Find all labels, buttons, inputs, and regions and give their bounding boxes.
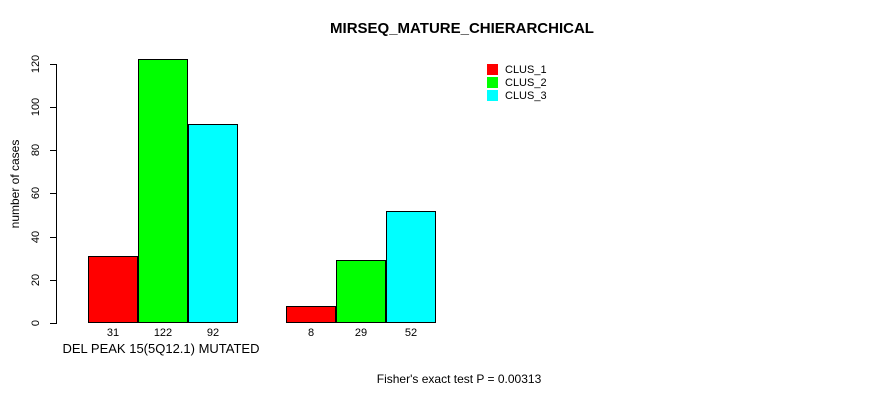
bar-clus_3-group2 bbox=[386, 210, 436, 323]
y-axis-tick bbox=[50, 193, 57, 195]
bar-value-label: 52 bbox=[404, 327, 418, 339]
y-axis-title: number of cases bbox=[8, 139, 22, 229]
y-axis-tick bbox=[50, 63, 57, 65]
bar-clus_1-group1 bbox=[88, 256, 138, 323]
bar-value-label: 31 bbox=[106, 327, 120, 339]
bar-clus_1-group2 bbox=[286, 305, 336, 323]
x-group-label: DEL PEAK 15(5Q12.1) MUTATED bbox=[62, 341, 260, 356]
legend-item-clus_2: CLUS_2 bbox=[487, 76, 547, 89]
bar-value-label: 92 bbox=[206, 327, 220, 339]
y-axis-tick bbox=[50, 279, 57, 281]
y-axis-tick-label: 20 bbox=[30, 273, 42, 286]
y-axis-tick-label: 80 bbox=[30, 144, 42, 157]
bar-value-label: 8 bbox=[307, 327, 315, 339]
legend-label: CLUS_2 bbox=[505, 76, 547, 89]
y-axis-tick bbox=[50, 150, 57, 152]
fisher-test-note: Fisher's exact test P = 0.00313 bbox=[376, 372, 542, 386]
y-axis-tick-label: 120 bbox=[30, 54, 42, 73]
legend-label: CLUS_1 bbox=[505, 63, 547, 76]
y-axis-tick bbox=[50, 106, 57, 108]
bar-clus_2-group1 bbox=[138, 59, 188, 323]
y-axis-tick-label: 0 bbox=[30, 319, 42, 327]
y-axis-tick-label: 40 bbox=[30, 230, 42, 243]
legend-item-clus_1: CLUS_1 bbox=[487, 63, 547, 76]
bar-value-label: 122 bbox=[153, 327, 173, 339]
legend-item-clus_3: CLUS_3 bbox=[487, 89, 547, 102]
y-axis-tick-label: 100 bbox=[30, 97, 42, 117]
chart-title: MIRSEQ_MATURE_CHIERARCHICAL bbox=[330, 20, 594, 37]
legend-swatch-icon bbox=[487, 77, 498, 88]
y-axis-tick bbox=[50, 323, 57, 324]
legend-label: CLUS_3 bbox=[505, 89, 547, 102]
bar-clus_3-group1 bbox=[188, 124, 238, 323]
y-axis-tick-label: 60 bbox=[30, 187, 42, 200]
y-axis-tick bbox=[50, 236, 57, 238]
bar-clus_2-group2 bbox=[336, 260, 386, 323]
legend: CLUS_1 CLUS_2 CLUS_3 bbox=[487, 63, 547, 102]
bar-value-label: 29 bbox=[354, 327, 368, 339]
legend-swatch-icon bbox=[487, 90, 498, 101]
legend-swatch-icon bbox=[487, 64, 498, 75]
